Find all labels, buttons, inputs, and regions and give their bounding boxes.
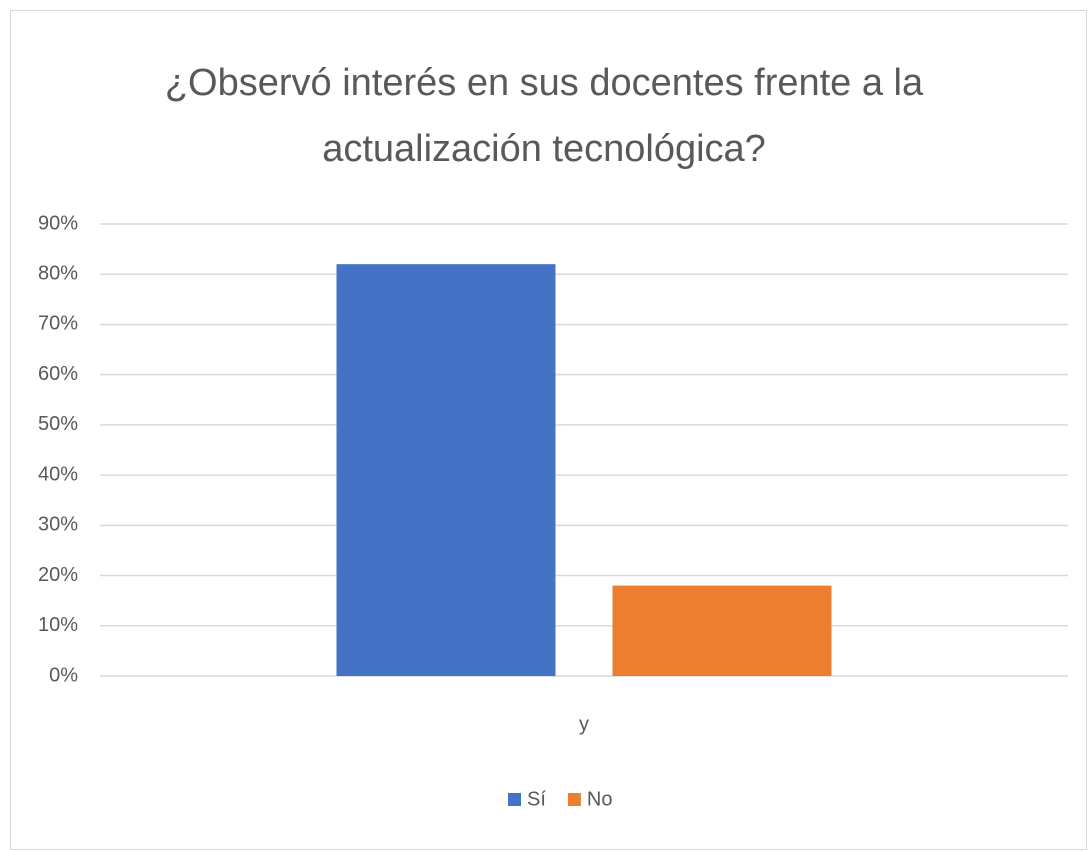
legend-label: No	[587, 788, 613, 810]
legend-swatch	[567, 793, 581, 806]
y-tick-label: 40%	[38, 463, 78, 485]
y-tick-label: 0%	[49, 664, 78, 686]
y-tick-label: 30%	[38, 514, 78, 536]
bar	[336, 264, 556, 676]
legend-swatch	[508, 793, 521, 806]
chart-title: ¿Observó interés en sus docentes frente …	[164, 62, 924, 170]
y-tick-label: 90%	[38, 212, 78, 234]
y-tick-label: 10%	[38, 614, 78, 636]
y-tick-label: 50%	[38, 413, 78, 435]
y-tick-label: 80%	[38, 263, 78, 285]
y-tick-label: 20%	[38, 564, 78, 586]
legend-label: Sí	[527, 788, 546, 810]
y-tick-label: 60%	[38, 363, 78, 385]
y-tick-label: 70%	[38, 313, 78, 335]
bar	[612, 585, 832, 676]
x-tick-label: y	[579, 713, 589, 735]
